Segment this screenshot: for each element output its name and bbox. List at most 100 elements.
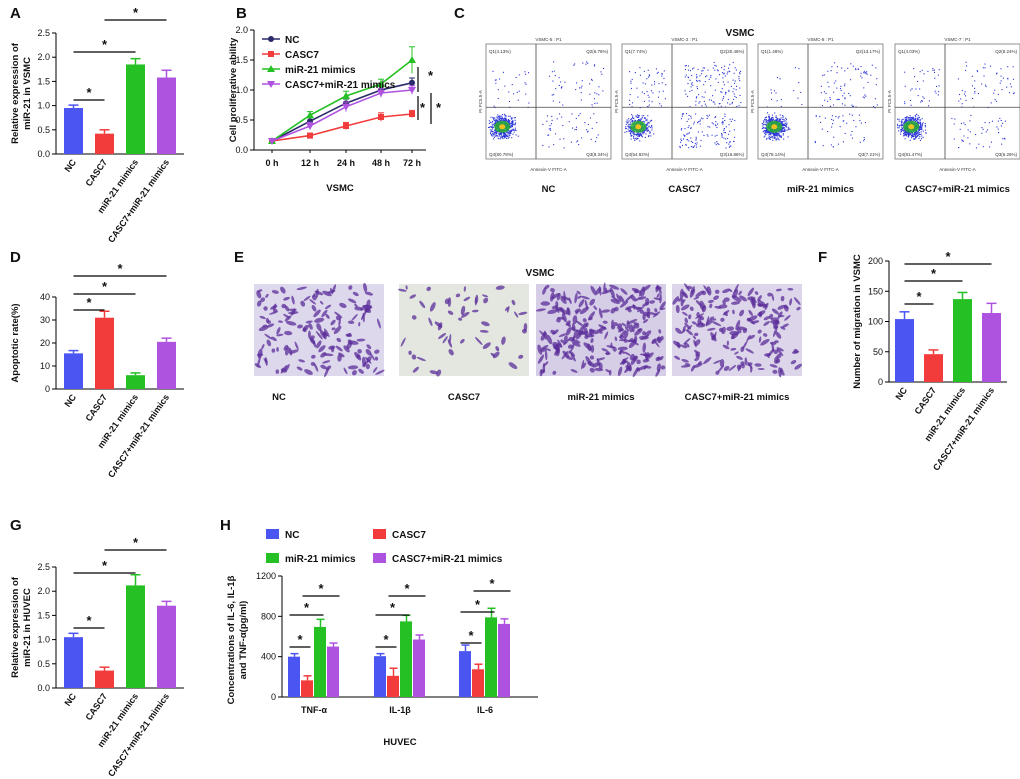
flow-event [904, 121, 907, 123]
flow-event [498, 78, 501, 80]
migrated-cell [475, 294, 479, 304]
flow-event [782, 127, 784, 129]
flow-event [932, 69, 934, 71]
flow-event [768, 130, 770, 132]
migrated-cell [554, 345, 558, 351]
flow-event [683, 134, 685, 136]
migrated-cell [397, 288, 407, 292]
flow-event [781, 130, 783, 133]
migrated-cell [323, 330, 327, 340]
flow-event [694, 142, 696, 144]
flow-event [904, 130, 906, 132]
flow-event [727, 67, 730, 69]
flow-event [780, 106, 782, 108]
flow-event [909, 99, 911, 102]
flow-event [784, 122, 786, 124]
migrated-cell [540, 301, 551, 306]
flow-event [511, 117, 513, 119]
flow-event [496, 116, 498, 118]
flow-event [732, 61, 734, 64]
migrated-cell [262, 324, 268, 328]
flow-event [1013, 92, 1015, 94]
flow-event [965, 65, 968, 67]
flow-event [762, 125, 764, 127]
flow-event [901, 122, 903, 124]
flow-event [564, 81, 566, 83]
flow-event [723, 130, 725, 132]
flow-event [644, 83, 646, 85]
migrated-cell [375, 369, 385, 375]
flow-event [768, 116, 770, 118]
flow-plot-casc7 [621, 43, 748, 160]
flow-event [542, 123, 544, 125]
migrated-cell [308, 330, 311, 339]
flow-event [563, 138, 565, 140]
migrated-cell [709, 316, 715, 320]
migrated-cell [568, 297, 572, 305]
significance-star: * [86, 295, 92, 310]
flow-event [777, 117, 779, 120]
flow-event [917, 117, 919, 119]
flow-event [730, 145, 732, 147]
flow-event [692, 141, 694, 143]
flow-event [859, 141, 861, 143]
flow-event [648, 100, 650, 102]
migrated-cell [758, 336, 762, 343]
legend-marker [267, 65, 275, 72]
flow-event [656, 72, 658, 74]
flow-event [871, 64, 873, 66]
flow-event [897, 127, 899, 129]
y-tick-label: 50 [873, 347, 883, 357]
flow-event [593, 65, 595, 67]
flow-event [643, 100, 646, 102]
migrated-cell [302, 324, 309, 332]
flow-event [579, 113, 581, 115]
flow-event [492, 125, 494, 127]
flow-event [646, 129, 648, 131]
migrated-cell [780, 326, 786, 330]
flow-event [1012, 66, 1014, 68]
flow-event [684, 76, 686, 78]
flow-event [513, 117, 515, 119]
flow-event [783, 138, 785, 140]
flow-event [777, 138, 779, 140]
flow-event [768, 133, 770, 135]
flow-event [770, 98, 773, 100]
panel-c-title: VSMC [726, 28, 755, 39]
flow-event [767, 132, 769, 134]
y-tick-label: 20 [40, 338, 50, 348]
flow-event [766, 112, 769, 114]
flow-event [783, 121, 785, 123]
flow-event [974, 80, 976, 82]
flow-event [917, 119, 919, 121]
flow-event [934, 77, 936, 79]
flow-event [510, 117, 512, 119]
flow-event [785, 129, 787, 131]
flow-event [904, 119, 906, 121]
migrated-cell [551, 292, 561, 300]
flow-event [775, 135, 777, 137]
flow-event [918, 118, 920, 120]
flow-event [901, 127, 903, 129]
flow-event [963, 135, 965, 137]
migrated-cell [347, 365, 359, 370]
migrated-cell [495, 285, 505, 290]
migrated-cell [280, 286, 286, 294]
flow-event [959, 128, 961, 130]
flow-event [558, 77, 560, 79]
y-tick-label: 1.5 [235, 55, 248, 65]
flow-event [646, 130, 648, 132]
flow-event [687, 65, 690, 67]
y-tick-label: 2.5 [37, 28, 50, 38]
migrated-cell [637, 328, 642, 332]
migrated-cell [611, 295, 620, 303]
flow-event [920, 101, 922, 103]
flow-event [785, 117, 787, 119]
flow-plot-frame [485, 43, 612, 160]
flow-event [712, 101, 714, 103]
migrated-cell [364, 291, 374, 296]
flow-event [919, 71, 921, 73]
flow-event [695, 104, 697, 106]
migrated-cell [508, 362, 518, 370]
